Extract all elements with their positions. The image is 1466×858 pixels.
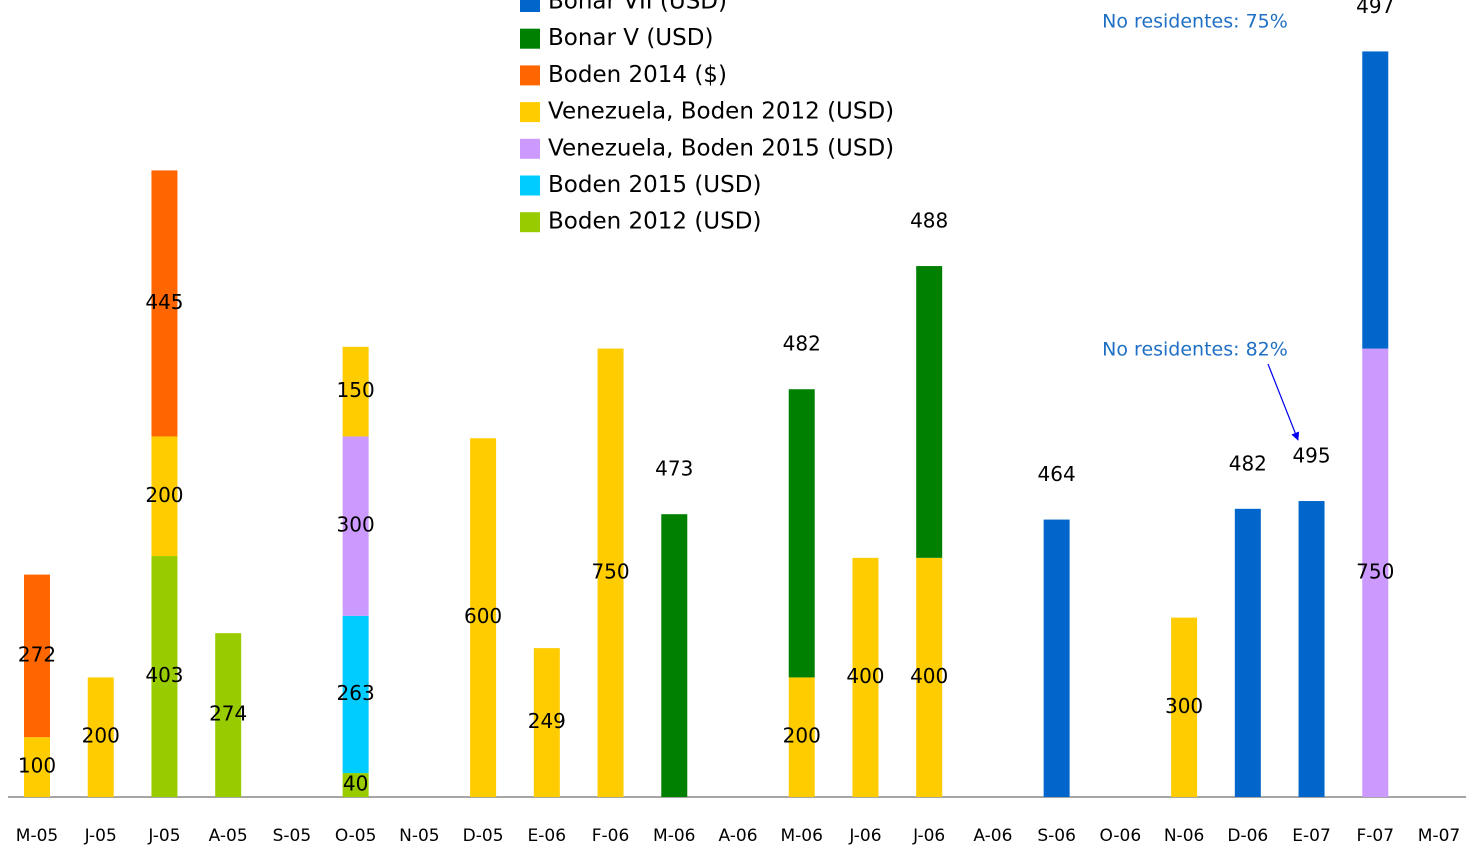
data-label: 497 <box>1356 0 1394 18</box>
legend-label: Boden 2012 (USD) <box>548 209 761 235</box>
data-label: 400 <box>846 664 884 688</box>
legend-swatch <box>520 65 540 86</box>
legend-label: Venezuela, Boden 2015 (USD) <box>548 135 894 161</box>
data-label: 150 <box>337 378 375 402</box>
data-label: 40 <box>343 772 368 796</box>
x-tick-label: N-05 <box>399 826 439 846</box>
legend-label: Bonar V (USD) <box>548 25 713 51</box>
x-tick-label: S-06 <box>1037 826 1076 846</box>
legend-swatch <box>520 102 540 123</box>
bar-segment <box>24 574 50 738</box>
x-tick-label: J-05 <box>84 826 117 846</box>
legend-label: Bonar VII (USD) <box>548 0 727 15</box>
data-label: 488 <box>910 209 948 233</box>
data-label: 482 <box>1229 451 1267 475</box>
bar-segment <box>916 557 943 797</box>
x-tick-label: E-07 <box>1292 826 1331 846</box>
bar-segment <box>24 737 50 797</box>
bar-segment <box>1234 508 1261 797</box>
legend-swatch <box>520 138 540 159</box>
x-tick-label: F-07 <box>1356 826 1394 846</box>
x-tick-label: A-06 <box>718 826 757 846</box>
bar-segment <box>1362 348 1389 797</box>
legend-swatch <box>520 28 540 49</box>
x-tick-label: M-05 <box>16 826 58 846</box>
annotation: No residentes: 82% <box>1102 339 1288 361</box>
legend-swatch <box>520 212 540 233</box>
data-label: 300 <box>337 513 375 537</box>
legend-swatch <box>520 175 540 196</box>
x-tick-label: M-06 <box>781 826 823 846</box>
x-tick-label: D-05 <box>463 826 504 846</box>
bar-segment <box>661 514 688 797</box>
x-tick-label: O-05 <box>335 826 377 846</box>
bar-segment <box>1043 519 1070 797</box>
x-tick-label: M-07 <box>1418 826 1460 846</box>
x-tick-label: F-06 <box>592 826 630 846</box>
data-label: 482 <box>783 332 821 356</box>
x-tick-label: J-06 <box>848 826 881 846</box>
data-label: 600 <box>464 604 502 628</box>
bar-segment <box>87 677 114 797</box>
bar-segment <box>1362 51 1389 349</box>
x-tick-label: D-06 <box>1227 826 1268 846</box>
x-tick-label: A-05 <box>209 826 248 846</box>
bar-segment <box>151 436 178 557</box>
bar-segment <box>1298 501 1325 797</box>
data-label: 200 <box>145 483 183 507</box>
legend-label: Boden 2015 (USD) <box>548 172 761 198</box>
data-label: 200 <box>783 724 821 748</box>
bar-segment <box>852 557 879 797</box>
data-label: 473 <box>655 457 693 481</box>
data-label: 445 <box>145 290 183 314</box>
data-label: 200 <box>82 724 120 748</box>
data-label: 400 <box>910 664 948 688</box>
bar-segment <box>1171 617 1198 797</box>
data-label: 464 <box>1038 462 1076 486</box>
data-label: 300 <box>1165 694 1203 718</box>
bar-segment <box>470 438 497 797</box>
bar-segment <box>916 266 943 558</box>
annotation: No residentes: 75% <box>1102 11 1288 33</box>
x-tick-label: S-05 <box>273 826 312 846</box>
x-tick-label: J-05 <box>147 826 180 846</box>
bar-segment <box>151 170 178 437</box>
bar-segment <box>597 348 624 797</box>
data-label: 100 <box>18 754 56 778</box>
bar-segment <box>788 677 815 797</box>
data-label: 403 <box>145 663 183 687</box>
x-tick-label: A-06 <box>973 826 1012 846</box>
bar-segment <box>533 648 560 797</box>
legend-label: Venezuela, Boden 2012 (USD) <box>548 99 894 125</box>
data-label: 750 <box>1356 559 1394 583</box>
bar-segment <box>342 346 369 437</box>
annotation-arrow <box>1267 363 1300 441</box>
bar-segment <box>342 773 369 797</box>
x-tick-label: O-06 <box>1100 826 1142 846</box>
bar-segment <box>342 615 369 774</box>
data-label: 750 <box>591 559 629 583</box>
bar-segment <box>151 556 178 797</box>
x-tick-label: N-06 <box>1164 826 1204 846</box>
legend-label: Boden 2014 ($) <box>548 62 727 88</box>
data-label: 249 <box>528 709 566 733</box>
x-tick-label: E-06 <box>528 826 567 846</box>
bar-segment <box>788 389 815 678</box>
bar-segment <box>342 436 369 616</box>
data-label: 495 <box>1292 444 1330 468</box>
data-label: 272 <box>18 642 56 666</box>
legend-swatch <box>520 0 540 12</box>
x-tick-label: M-06 <box>653 826 695 846</box>
bar-segment <box>215 633 242 797</box>
x-tick-label: J-06 <box>912 826 945 846</box>
data-label: 263 <box>337 681 375 705</box>
data-label: 274 <box>209 702 247 726</box>
